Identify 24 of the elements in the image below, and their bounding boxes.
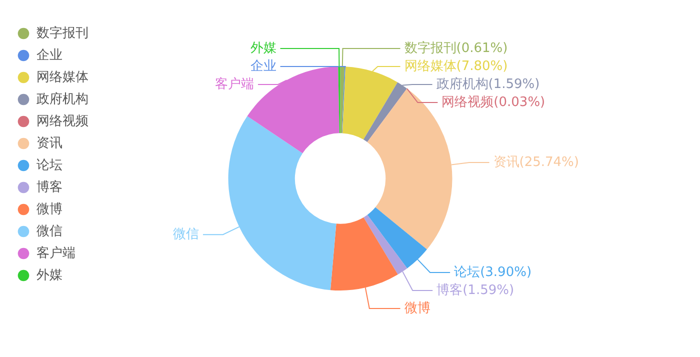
slice-label: 微博 — [404, 300, 430, 316]
data-label: 网络视频(0.03%) — [442, 94, 546, 110]
legend-label: 企业 — [36, 48, 62, 63]
legend-label: 客户端 — [36, 244, 76, 261]
legend-label: 政府机构 — [36, 90, 88, 107]
legend-label: 微博 — [36, 202, 62, 217]
data-label: 论坛(3.90%) — [454, 264, 532, 280]
legend-label: 网络媒体 — [36, 70, 88, 85]
data-label: 政府机构(1.59%) — [436, 76, 540, 92]
slice-label: 外媒 — [250, 40, 276, 56]
data-label: 数字报刊(0.61%) — [404, 40, 508, 56]
legend-label: 博客 — [36, 178, 62, 195]
slice-label: 微信 — [172, 226, 199, 242]
data-label: 博客(1.59%) — [436, 282, 514, 298]
legend-label: 网络视频 — [36, 114, 88, 129]
legend-label: 微信 — [36, 224, 62, 239]
legend-label: 数字报刊 — [36, 24, 88, 41]
legend-label: 外媒 — [36, 268, 62, 283]
legend-label: 论坛 — [36, 158, 62, 173]
slice-label: 客户端 — [214, 76, 254, 92]
slice-label: 企业 — [250, 58, 276, 74]
legend-label: 资讯 — [36, 136, 62, 151]
data-label: 网络媒体(7.80%) — [404, 58, 508, 74]
data-label: 资讯(25.74%) — [493, 154, 579, 170]
